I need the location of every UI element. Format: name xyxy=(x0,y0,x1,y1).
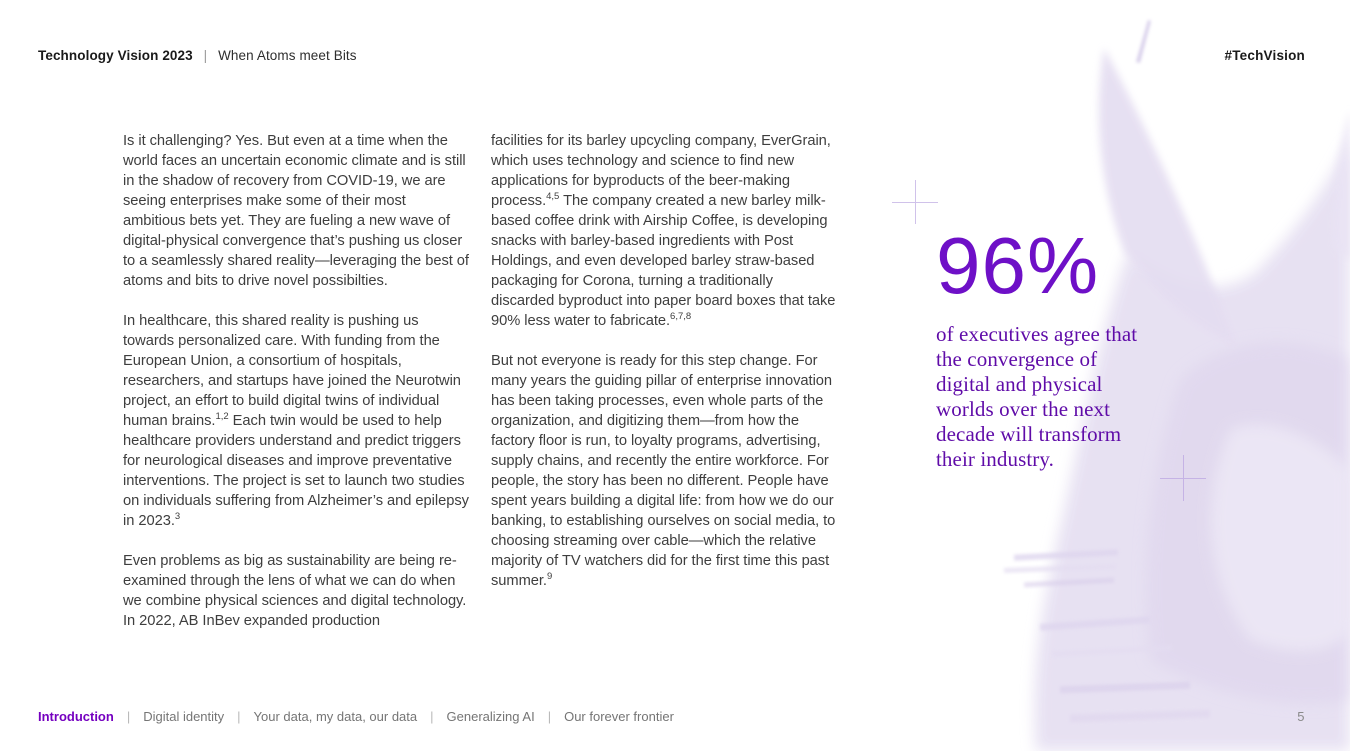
crosshair-mark-lower xyxy=(1160,455,1206,501)
paragraph-text: Each twin would be used to help healthca… xyxy=(123,413,469,529)
stat-value: 96% xyxy=(936,221,1100,310)
paragraph: Is it challenging? Yes. But even at a ti… xyxy=(123,131,471,291)
crosshair-mark-upper xyxy=(892,180,938,224)
report-title: Technology Vision 2023 xyxy=(38,48,193,63)
footnote-ref: 3 xyxy=(174,511,181,523)
footnote-ref: 6,7,8 xyxy=(670,311,692,323)
stat-callout: 96% of executives agree that the converg… xyxy=(936,226,1166,472)
page-footer: Introduction | Digital identity | Your d… xyxy=(38,709,1305,724)
paragraph: Even problems as big as sustainability a… xyxy=(123,551,471,631)
nav-divider: | xyxy=(547,709,552,724)
nav-item-introduction[interactable]: Introduction xyxy=(38,709,114,724)
paragraph: facilities for its barley upcycling comp… xyxy=(491,131,839,331)
nav-divider: | xyxy=(430,709,434,724)
report-title-group: Technology Vision 2023 | When Atoms meet… xyxy=(38,48,357,63)
footnote-ref: 9 xyxy=(546,571,553,583)
section-nav: Introduction | Digital identity | Your d… xyxy=(38,709,674,724)
nav-item-generalizing-ai[interactable]: Generalizing AI xyxy=(446,709,535,724)
nav-item-your-data[interactable]: Your data, my data, our data xyxy=(253,709,418,724)
text-column-2: facilities for its barley upcycling comp… xyxy=(491,131,839,611)
nav-divider: | xyxy=(237,709,241,724)
paragraph-text: Is it challenging? Yes. But even at a ti… xyxy=(123,133,469,289)
paragraph: In healthcare, this shared reality is pu… xyxy=(123,311,471,531)
text-column-1: Is it challenging? Yes. But even at a ti… xyxy=(123,131,471,651)
footnote-ref: 4,5 xyxy=(546,191,560,203)
stat-description: of executives agree that the convergence… xyxy=(936,322,1138,471)
nav-item-digital-identity[interactable]: Digital identity xyxy=(143,709,225,724)
nav-divider: | xyxy=(126,709,131,724)
header-divider: | xyxy=(203,48,208,63)
nav-item-forever-frontier[interactable]: Our forever frontier xyxy=(564,709,674,724)
page-number: 5 xyxy=(1297,709,1305,724)
paragraph-text: Even problems as big as sustainability a… xyxy=(123,553,467,629)
paragraph-text: facilities for its barley upcycling comp… xyxy=(491,133,831,209)
footnote-ref: 1,2 xyxy=(215,411,229,423)
hashtag-label: #TechVision xyxy=(1224,48,1305,63)
paragraph: But not everyone is ready for this step … xyxy=(491,351,839,591)
page-header: Technology Vision 2023 | When Atoms meet… xyxy=(38,48,1305,63)
paragraph-text: The company created a new barley milk-ba… xyxy=(491,193,836,329)
paragraph-text: In healthcare, this shared reality is pu… xyxy=(123,313,461,429)
paragraph-text: But not everyone is ready for this step … xyxy=(491,353,836,589)
chapter-title: When Atoms meet Bits xyxy=(218,48,357,63)
